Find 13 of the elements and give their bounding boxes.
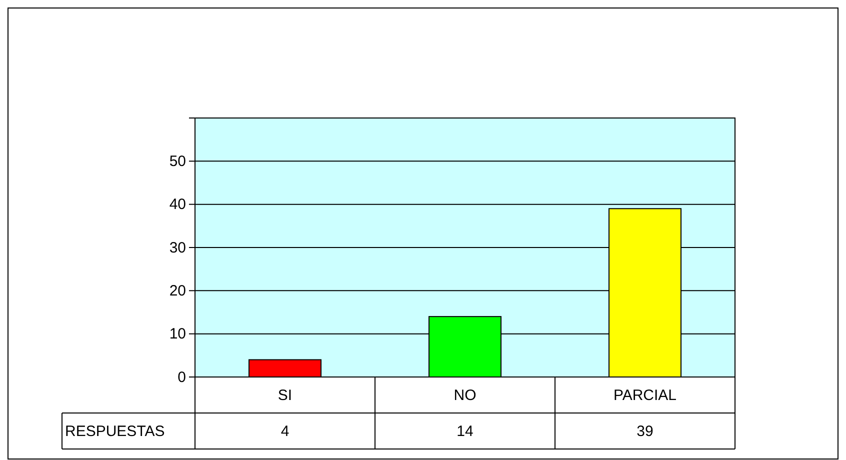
x-tick-label: PARCIAL — [613, 387, 677, 404]
x-tick-label: SI — [278, 387, 292, 404]
y-tick-label: 50 — [169, 152, 186, 170]
y-tick-label: 10 — [169, 326, 186, 343]
y-tick-label: 40 — [169, 196, 186, 214]
data-label: 4 — [280, 423, 290, 440]
data-label: 39 — [636, 423, 654, 440]
y-tick-label: 0 — [178, 368, 186, 386]
y-tick-label: 20 — [169, 282, 186, 300]
data-label: 14 — [456, 423, 474, 440]
y-tick-label: 30 — [169, 239, 186, 256]
x-tick-label: NO — [454, 387, 476, 404]
legend-label: RESPUESTAS — [65, 423, 165, 440]
